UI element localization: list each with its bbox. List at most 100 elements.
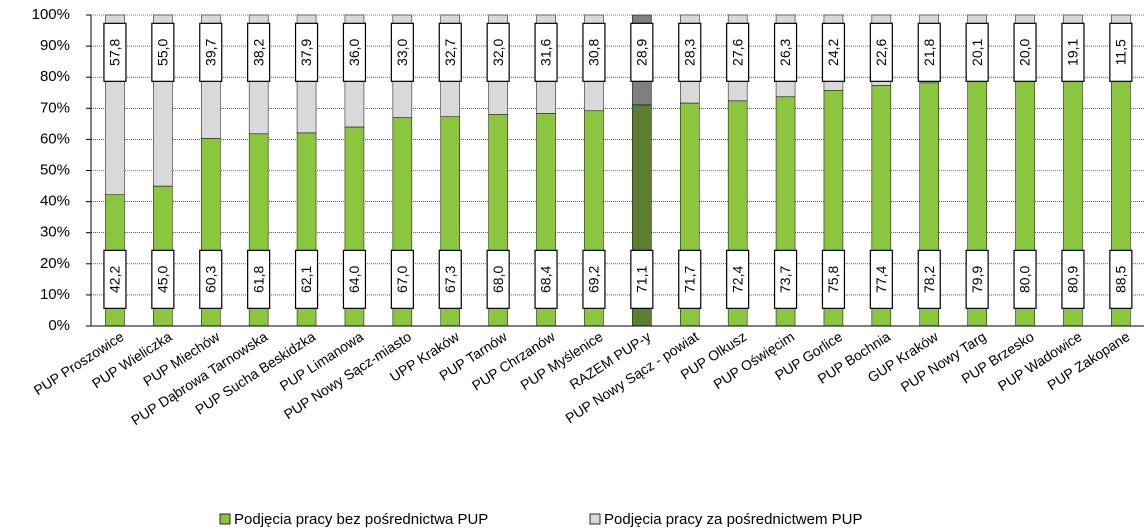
value-label: 30,8: [586, 38, 602, 65]
label-box: [630, 249, 654, 309]
label-box: [726, 22, 750, 82]
value-label: 11,5: [1113, 39, 1129, 65]
value-label: 72,4: [729, 266, 745, 293]
label-box: [1109, 249, 1133, 309]
value-label: 19,1: [1065, 38, 1081, 65]
value-label: 21,8: [921, 38, 937, 65]
label-box: [342, 249, 367, 309]
label-box: [821, 249, 846, 309]
value-label: 73,7: [777, 266, 793, 293]
label-box: [1013, 249, 1037, 309]
y-tick-label: 30%: [40, 224, 70, 241]
label-box: [773, 22, 798, 82]
value-label: 26,3: [777, 38, 793, 65]
value-label: 20,0: [1017, 38, 1033, 65]
y-tick-label: 20%: [40, 255, 70, 272]
label-box: [965, 249, 989, 309]
value-label: 37,9: [298, 38, 314, 65]
value-label: 75,8: [825, 266, 841, 293]
value-label: 88,5: [1113, 266, 1129, 293]
x-tick-label: PUP Myślenice: [517, 328, 605, 393]
label-box: [534, 249, 558, 309]
label-box: [630, 22, 654, 82]
label-box: [438, 22, 462, 82]
label-box: [773, 249, 798, 309]
value-label: 78,2: [921, 266, 937, 293]
label-box: [869, 22, 893, 82]
value-label: 55,0: [155, 38, 171, 65]
value-label: 67,0: [394, 266, 410, 293]
value-label: 27,6: [729, 38, 745, 65]
label-box: [869, 249, 893, 309]
value-label: 77,4: [873, 266, 889, 293]
value-label: 79,9: [969, 266, 985, 293]
label-box: [103, 249, 127, 309]
label-box: [342, 22, 367, 82]
label-box: [390, 22, 414, 82]
value-label: 45,0: [155, 266, 171, 293]
value-label: 68,4: [538, 266, 554, 293]
label-box: [965, 22, 989, 82]
value-label: 62,1: [298, 266, 314, 293]
y-tick-label: 50%: [40, 161, 70, 178]
y-tick-label: 70%: [40, 99, 70, 116]
label-box: [678, 22, 702, 82]
x-tick-label: PUP Zakopane: [1044, 328, 1132, 393]
value-label: 36,0: [346, 38, 362, 65]
label-box: [247, 249, 271, 309]
label-box: [917, 22, 941, 82]
label-box: [534, 22, 558, 82]
value-label: 20,1: [969, 38, 985, 65]
value-label: 28,3: [681, 38, 697, 65]
y-tick-label: 90%: [40, 37, 70, 54]
label-box: [247, 22, 271, 82]
x-tick-label: PUP Oświęcim: [710, 328, 797, 392]
y-tick-label: 60%: [40, 130, 70, 147]
y-tick-label: 100%: [32, 6, 70, 23]
y-tick-label: 10%: [40, 286, 70, 303]
label-box: [486, 249, 510, 309]
label-box: [821, 22, 846, 82]
label-box: [1061, 22, 1085, 82]
value-label: 28,9: [634, 38, 650, 65]
legend-swatch: [589, 513, 601, 525]
value-label: 32,7: [442, 38, 458, 65]
legend-label: Podjęcia pracy za pośrednictwem PUP: [604, 511, 862, 528]
label-box: [390, 249, 414, 309]
label-box: [294, 249, 319, 309]
value-label: 42,2: [107, 266, 123, 293]
value-label: 80,0: [1017, 266, 1033, 293]
value-label: 68,0: [490, 266, 506, 293]
label-box: [151, 249, 175, 309]
y-tick-label: 80%: [40, 68, 70, 85]
label-box: [1061, 249, 1085, 309]
value-label: 64,0: [346, 266, 362, 293]
y-tick-label: 40%: [40, 193, 70, 210]
value-label: 32,0: [490, 38, 506, 65]
legend-swatch: [219, 513, 231, 525]
label-box: [582, 249, 606, 309]
label-box: [438, 249, 462, 309]
label-box: [917, 249, 941, 309]
legend-label: Podjęcia pracy bez pośrednictwa PUP: [234, 511, 488, 528]
label-box: [199, 249, 223, 309]
label-box: [103, 22, 127, 82]
value-label: 39,7: [202, 38, 218, 65]
value-label: 61,8: [250, 266, 266, 293]
label-box: [582, 22, 606, 82]
value-label: 31,6: [538, 38, 554, 65]
label-box: [1013, 22, 1037, 82]
value-label: 69,2: [586, 266, 602, 293]
y-tick-label: 0%: [48, 317, 70, 334]
label-box: [1109, 22, 1133, 82]
value-label: 57,8: [107, 38, 123, 65]
value-label: 71,7: [681, 266, 697, 293]
x-tick-label: PUP Chrzanów: [469, 328, 559, 394]
value-label: 60,3: [202, 266, 218, 293]
label-box: [199, 22, 223, 82]
value-label: 22,6: [873, 38, 889, 65]
value-label: 67,3: [442, 266, 458, 293]
value-label: 24,2: [825, 38, 841, 65]
label-box: [151, 22, 175, 82]
